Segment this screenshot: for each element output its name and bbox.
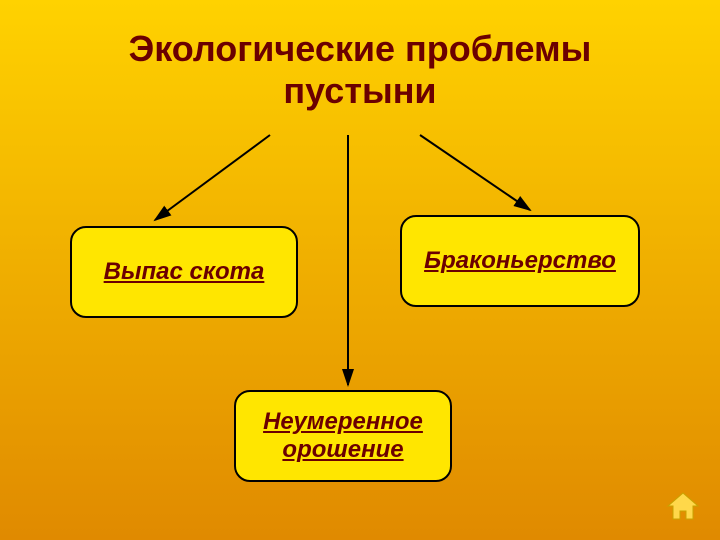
title-line-2: пустыни [0, 70, 720, 112]
home-icon [665, 490, 701, 522]
home-button[interactable] [665, 490, 701, 522]
node-irrigation-label: Неумеренное орошение [244, 408, 442, 463]
slide-title: Экологические проблемы пустыни [0, 28, 720, 112]
node-poaching-label: Браконьерство [424, 247, 616, 275]
node-poaching: Браконьерство [400, 215, 640, 307]
node-grazing: Выпас скота [70, 226, 298, 318]
title-line-1: Экологические проблемы [0, 28, 720, 70]
node-irrigation: Неумеренное орошение [234, 390, 452, 482]
node-grazing-label: Выпас скота [104, 258, 265, 286]
